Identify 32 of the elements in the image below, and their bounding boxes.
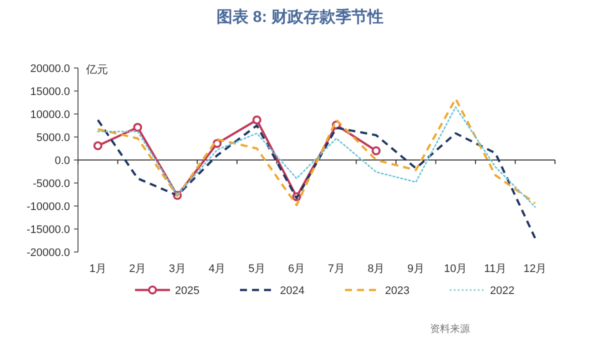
x-tick-label: 2月: [129, 263, 146, 275]
x-tick-label: 6月: [288, 263, 306, 275]
point: [133, 122, 142, 132]
x-tick-label: 7月: [328, 263, 345, 275]
x-tick-label: 4月: [208, 263, 226, 275]
x-tick-label: 10月: [444, 263, 468, 275]
x-tick-label: 5月: [248, 263, 266, 275]
chart-title: 图表 8: 财政存款季节性: [216, 8, 384, 26]
y-tick-label: -20000.0: [26, 247, 70, 259]
y-tick-label: -15000.0: [26, 224, 70, 236]
x-tick-label: 1月: [89, 263, 106, 275]
y-axis-title: 亿元: [85, 64, 108, 76]
point: [372, 146, 381, 156]
x-tick-label: 12月: [524, 263, 547, 275]
legend-label: 2025: [175, 285, 200, 297]
x-tick-label: 3月: [168, 263, 186, 275]
point: [93, 141, 102, 150]
y-tick-label: 10000.0: [30, 109, 70, 121]
legend-label: 2023: [385, 285, 410, 297]
point: [252, 115, 262, 124]
text: 资料来源: [430, 323, 470, 335]
legend-label: 2024: [280, 285, 304, 297]
x-tick-label: 8月: [368, 263, 385, 275]
y-tick-label: 15000.0: [30, 86, 70, 98]
legend-label: 2022: [490, 285, 514, 297]
y-tick-label: 0.0: [54, 155, 70, 167]
y-tick-label: -5000.0: [32, 178, 70, 190]
y-tick-label: 5000.0: [36, 132, 70, 144]
x-tick-label: 11月: [484, 263, 507, 275]
x-tick-label: 9月: [407, 263, 424, 275]
y-tick-label: 20000.0: [30, 63, 70, 75]
y-tick-label: -10000.0: [26, 201, 70, 213]
